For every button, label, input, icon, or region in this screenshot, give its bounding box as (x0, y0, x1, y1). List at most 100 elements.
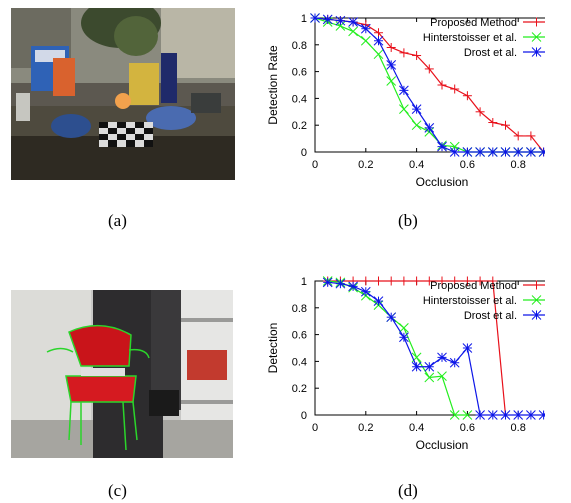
data-point (322, 14, 333, 25)
legend-marker-stroke (531, 32, 542, 42)
data-point (412, 51, 422, 61)
chart-b: 00.20.40.60.8100.20.40.60.81OcclusionDet… (266, 13, 545, 189)
data-point (475, 107, 485, 117)
photo-cluttered-desk (11, 8, 235, 180)
data-point (374, 28, 383, 38)
plot-frame (314, 17, 545, 153)
data-point-stroke (437, 371, 447, 381)
data-point (526, 147, 536, 157)
data-point (386, 312, 397, 323)
y-tick-label: 0 (301, 147, 307, 159)
data-point-stroke (399, 104, 409, 114)
data-point-stroke (348, 17, 358, 27)
data-point-stroke (500, 147, 511, 157)
legend-marker-stroke (531, 47, 542, 57)
data-point (462, 276, 472, 286)
x-axis-label: Occlusion (416, 175, 469, 189)
x-tick-label: 0.4 (409, 159, 424, 171)
data-point (538, 147, 545, 157)
data-point-stroke (538, 149, 545, 157)
data-point (411, 120, 422, 131)
photo-chair-scene (11, 290, 233, 458)
legend-label: Hinterstoisser et al. (423, 295, 517, 307)
data-point (462, 147, 473, 157)
data-point (360, 286, 371, 297)
data-point-stroke (310, 13, 320, 23)
x-tick-label: 0.8 (511, 159, 526, 171)
data-point (500, 147, 511, 157)
data-point (437, 276, 447, 286)
series-star (322, 277, 545, 420)
data-point (348, 17, 358, 27)
data-point (450, 276, 460, 286)
data-point (386, 76, 397, 86)
legend-marker (531, 310, 542, 320)
data-point (449, 147, 460, 157)
data-point (424, 361, 435, 372)
legend-marker (531, 47, 542, 57)
x-tick-label: 0.8 (511, 422, 526, 434)
data-point (348, 26, 358, 37)
data-point (462, 343, 473, 353)
data-point-stroke (386, 76, 397, 86)
data-point (411, 361, 422, 372)
data-point-stroke (475, 410, 485, 420)
data-point-stroke (462, 410, 473, 420)
data-point (449, 410, 460, 420)
data-point-stroke (360, 35, 371, 46)
data-point-stroke (424, 372, 435, 383)
data-point (373, 35, 384, 46)
data-point-stroke (424, 361, 435, 372)
y-tick-label: 1 (301, 276, 307, 288)
legend-marker-stroke (531, 310, 542, 320)
y-axis-label: Detection Rate (266, 45, 280, 125)
data-point (449, 357, 460, 368)
data-point-stroke (462, 343, 473, 353)
x-tick-label: 0.4 (409, 422, 424, 434)
data-point-stroke (348, 26, 358, 37)
legend-label: Drost et al. (464, 47, 517, 59)
data-point (373, 296, 384, 306)
data-point (475, 147, 485, 157)
data-point (488, 276, 498, 286)
data-point (462, 410, 473, 420)
data-point-stroke (437, 141, 447, 152)
data-point-stroke (335, 278, 346, 289)
chair-scene-image (11, 290, 233, 458)
data-point-stroke (335, 15, 346, 26)
data-point-stroke (475, 147, 485, 157)
data-point-stroke (399, 85, 409, 96)
data-point (424, 372, 435, 383)
data-point-stroke (487, 410, 498, 420)
data-point (399, 48, 409, 58)
data-point-stroke (513, 147, 524, 157)
data-point (513, 131, 523, 141)
data-point-stroke (449, 410, 460, 420)
data-point (360, 35, 371, 46)
data-point (424, 276, 434, 286)
data-point-stroke (399, 323, 409, 333)
data-point (399, 276, 409, 286)
data-point (487, 410, 498, 420)
data-point (488, 118, 498, 128)
y-tick-label: 0.2 (292, 383, 307, 395)
legend-marker (531, 295, 542, 305)
data-point (501, 120, 510, 130)
data-point-stroke (322, 14, 333, 25)
data-point (475, 276, 485, 286)
legend-label: Hinterstoisser et al. (423, 32, 517, 44)
data-point-stroke (449, 357, 460, 368)
data-point (411, 104, 422, 114)
data-point (462, 91, 472, 101)
data-point-stroke (538, 412, 545, 420)
chart-d: 00.20.40.60.8100.20.40.60.81OcclusionDet… (266, 276, 545, 452)
y-tick-label: 0 (301, 410, 307, 422)
data-point (437, 80, 447, 90)
y-tick-label: 0.6 (292, 67, 307, 79)
data-point (310, 13, 320, 23)
data-point (450, 84, 460, 94)
data-point (399, 104, 409, 114)
data-point-stroke (526, 410, 536, 420)
data-point-stroke (386, 312, 397, 323)
desk-scene-image (11, 8, 235, 180)
